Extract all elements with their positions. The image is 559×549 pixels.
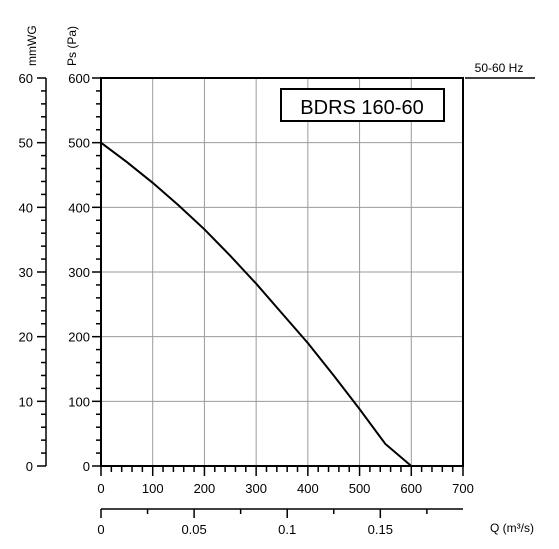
q-tick-label: 100 [142,481,164,496]
pa-tick-label: 400 [68,200,90,215]
pa-tick-label: 100 [68,394,90,409]
model-label: BDRS 160-60 [300,97,423,119]
pa-tick-label: 200 [68,330,90,345]
mmwg-tick-label: 40 [19,200,33,215]
q-m3s-tick-label: 0 [97,522,104,537]
q-m3s-tick-label: 0.05 [181,522,206,537]
mmwg-tick-label: 0 [26,459,33,474]
mmwg-tick-label: 20 [19,330,33,345]
mmwg-axis-label: mmWG [25,25,39,66]
mmwg-tick-label: 50 [19,136,33,151]
mmwg-tick-label: 10 [19,394,33,409]
q-tick-label: 600 [400,481,422,496]
mmwg-tick-label: 30 [19,265,33,280]
q-m3s-axis-label: Q (m³/s) [490,521,534,535]
q-m3s-tick-label: 0.1 [278,522,296,537]
q-tick-label: 700 [452,481,474,496]
q-tick-label: 300 [245,481,267,496]
frequency-label: 50-60 Hz [475,61,524,75]
pa-tick-label: 0 [83,459,90,474]
q-axis: 0 100 200 300 400 500 600 700 [97,466,474,496]
pa-axis: 0 100 200 300 400 500 600 [68,71,101,474]
pa-tick-label: 300 [68,265,90,280]
q-m3s-axis: 0 0.05 0.1 0.15 [97,508,463,537]
mmwg-axis: 0 10 20 30 40 50 60 [19,71,47,474]
q-tick-label: 0 [97,481,104,496]
pa-axis-label: Ps (Pa) [65,26,79,66]
model-label-box: BDRS 160-60 [280,88,445,122]
series-curve [100,141,412,467]
mmwg-tick-label: 60 [19,71,33,86]
pa-tick-label: 500 [68,136,90,151]
q-tick-label: 200 [194,481,216,496]
pa-tick-label: 600 [68,71,90,86]
grid-lines [101,78,463,466]
q-tick-label: 400 [297,481,319,496]
q-tick-label: 500 [349,481,371,496]
q-m3s-tick-label: 0.15 [368,522,393,537]
